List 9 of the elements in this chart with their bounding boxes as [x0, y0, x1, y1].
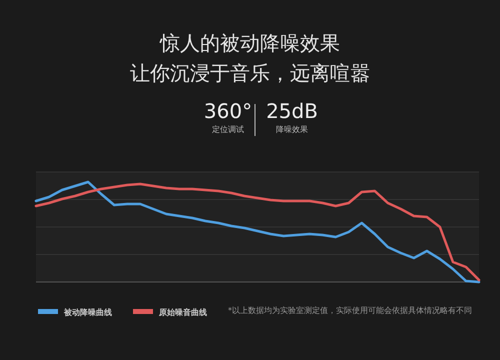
chart-title: 惊人的被动降噪效果 [159, 31, 340, 55]
text: 25dB [266, 99, 318, 123]
text: 360° [204, 99, 252, 123]
text: 降噪效果 [276, 125, 308, 134]
legend-label: 原始噪音曲线 [158, 307, 207, 317]
text: 定位调试 [212, 125, 244, 134]
legend-label: 被动降噪曲线 [63, 308, 112, 317]
text: *以上数据均为实验室测定值，实际使用可能会依据具体情况略有不同 [228, 306, 472, 315]
chart-subtitle: 让你沉浸于音乐，远离喧嚣 [130, 61, 370, 85]
